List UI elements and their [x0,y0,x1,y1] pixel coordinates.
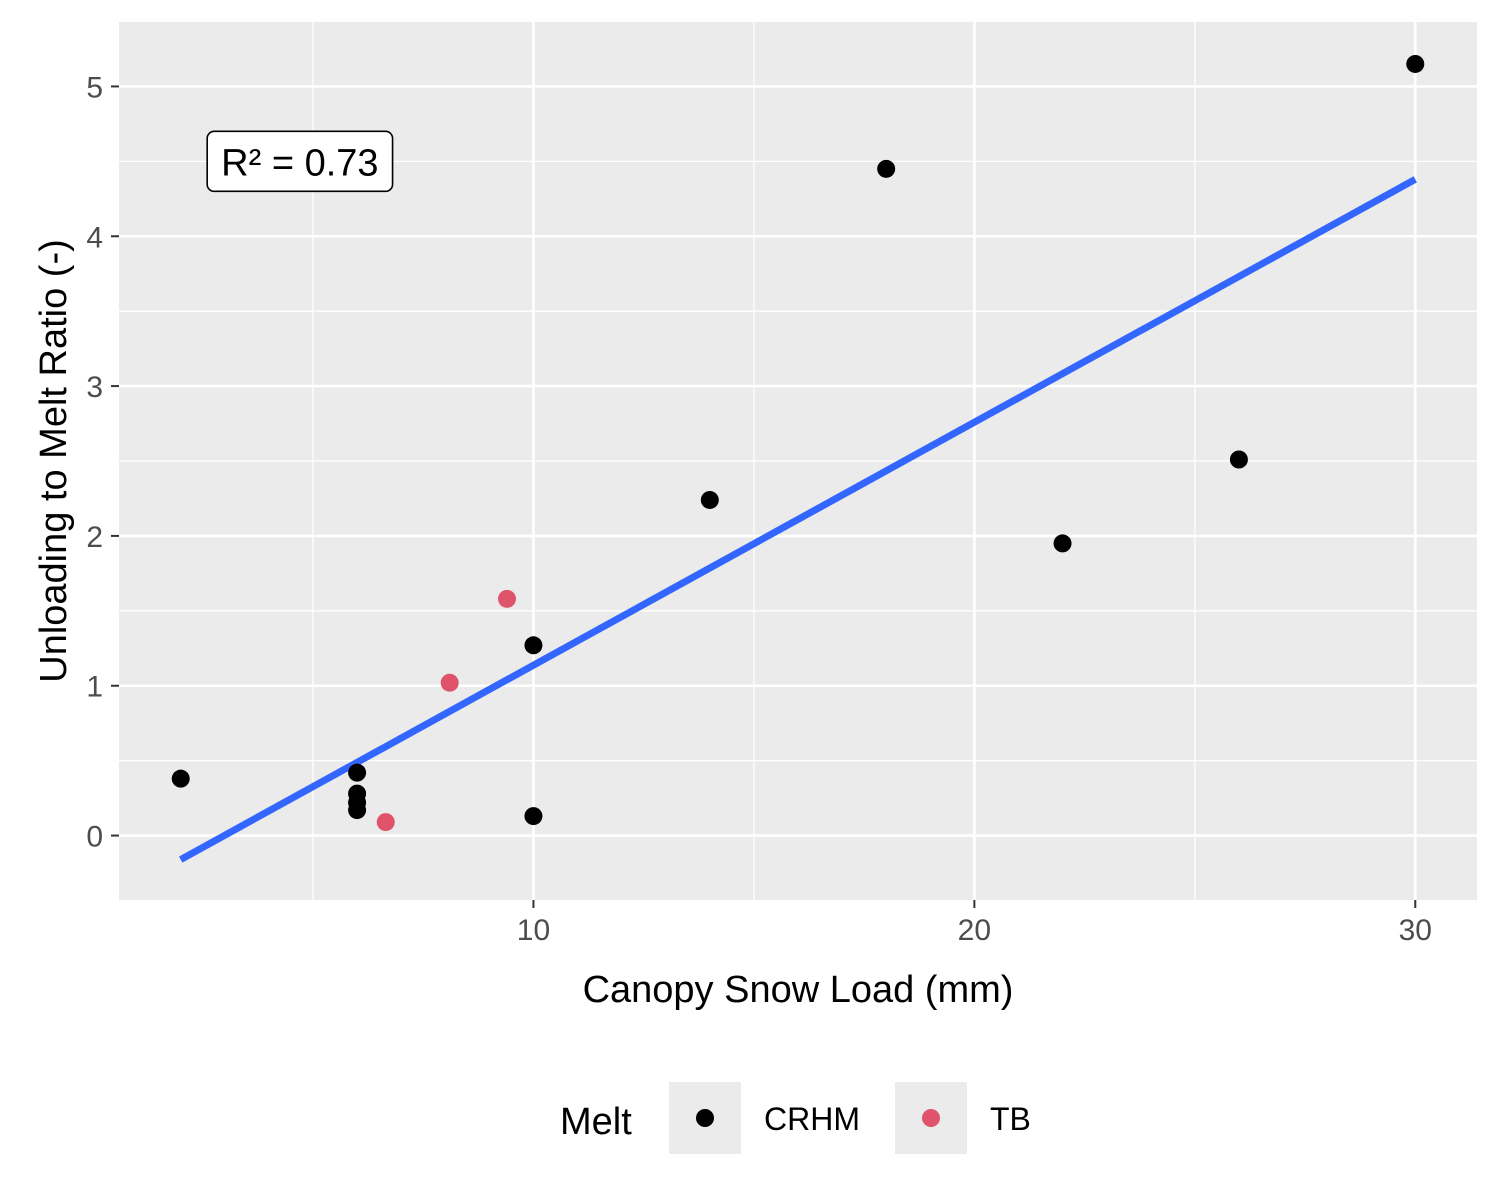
y-tick-label: 2 [86,521,103,554]
y-tick-label: 0 [86,821,103,854]
data-point-crhm [524,636,543,655]
legend: Melt CRHM TB [560,1082,1031,1154]
data-point-tb [498,589,516,608]
y-tick-label: 1 [86,671,103,704]
legend-marker-tb [922,1109,940,1127]
data-point-crhm [700,490,719,509]
data-point-tb [440,673,459,692]
y-tick-label: 5 [86,71,103,104]
x-tick-label: 30 [1399,914,1432,947]
data-point-crhm [1406,54,1425,73]
r-squared-label: R² = 0.73 [221,142,378,184]
data-point-crhm [1229,450,1248,469]
x-axis-title: Canopy Snow Load (mm) [583,969,1014,1011]
data-point-tb [376,813,395,832]
data-point-crhm [171,769,190,788]
legend-marker-crhm [696,1109,714,1127]
r-squared-box [206,130,394,193]
data-point-crhm [1053,534,1072,553]
x-tick-label: 20 [958,914,991,947]
data-point-crhm [524,807,543,826]
y-tick-label: 3 [86,371,103,404]
y-axis-title: Unloading to Melt Ratio (-) [33,239,75,683]
fit-line [179,176,1417,863]
grid-major [119,22,1477,900]
legend-label-crhm: CRHM [764,1101,860,1137]
data-point-crhm [348,763,367,782]
legend-label-tb: TB [990,1101,1031,1137]
x-tick-label: 10 [517,914,550,947]
y-tick-label: 4 [86,221,103,254]
fit-line-layer [179,176,1417,863]
data-point-crhm [877,159,896,178]
axes-layer: 10 20 30 0 1 2 3 4 5 [86,71,1432,947]
data-point-crhm [348,801,367,820]
legend-title: Melt [560,1101,632,1143]
annotation-layer: R² = 0.73 [206,130,394,193]
points-layer [171,54,1425,832]
